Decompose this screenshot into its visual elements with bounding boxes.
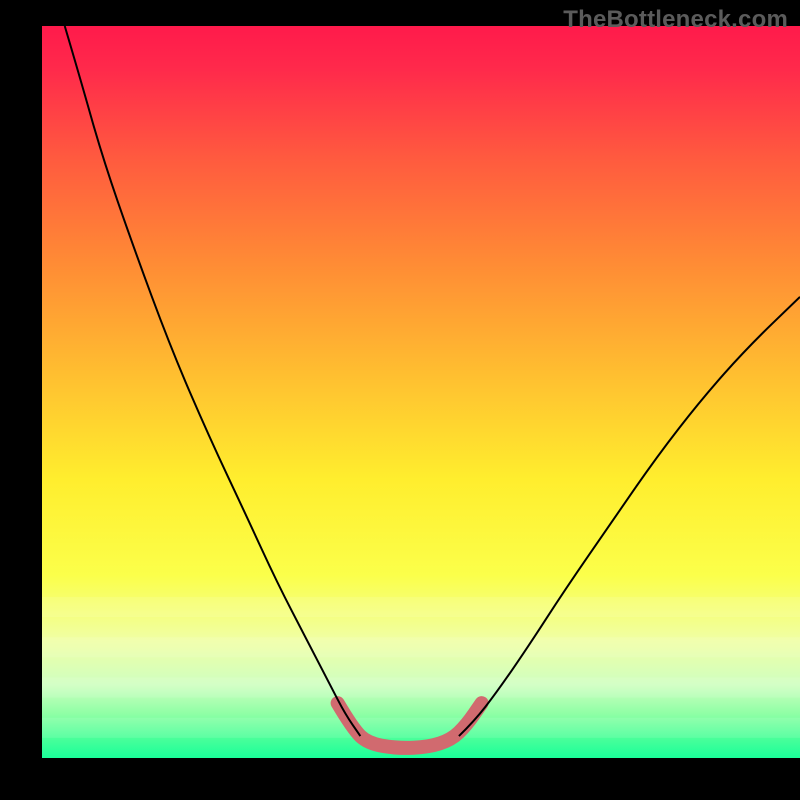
gradient-band (42, 637, 800, 657)
chart-container: TheBottleneck.com (0, 0, 800, 800)
gradient-band (42, 677, 800, 697)
bottleneck-chart (0, 0, 800, 800)
gradient-band (42, 597, 800, 617)
gradient-band (42, 718, 800, 738)
watermark-label: TheBottleneck.com (563, 6, 788, 34)
